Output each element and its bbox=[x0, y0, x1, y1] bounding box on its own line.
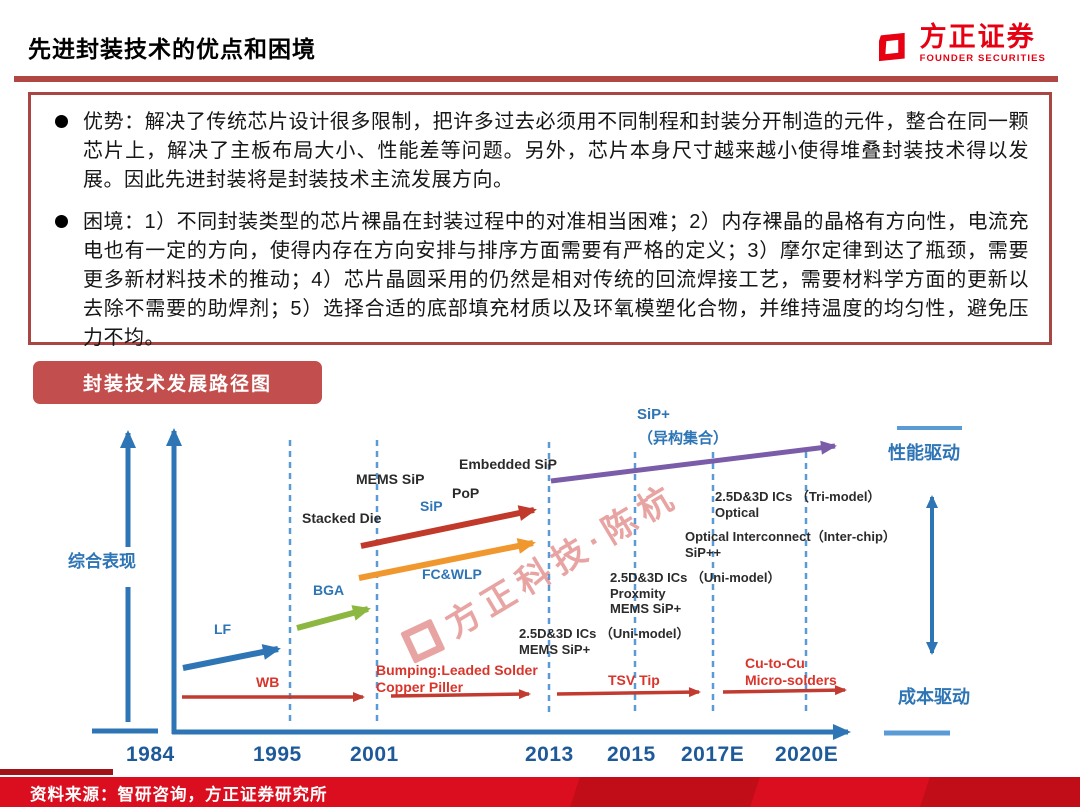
tech-label-sip: SiP bbox=[420, 498, 443, 514]
page-title: 先进封装技术的优点和困境 bbox=[28, 36, 316, 62]
year-label-2017e: 2017E bbox=[681, 743, 745, 766]
tech-label-stacked-die: Stacked Die bbox=[302, 510, 382, 526]
performance-driver-label: 性能驱动 bbox=[888, 443, 960, 463]
bumping-line1: Bumping:Leaded Solder bbox=[376, 662, 538, 678]
cost-arrows bbox=[182, 685, 847, 702]
uni-b-line1: 2.5D&3D ICs （Uni-model） bbox=[519, 626, 690, 641]
bullet-difficulties: 困境：1）不同封装类型的芯片裸晶在封装过程中的对准相当困难；2）内存裸晶的晶格有… bbox=[55, 208, 1029, 353]
cu-line2: Micro-solders bbox=[745, 671, 837, 688]
tri-model-line2: Optical bbox=[715, 504, 760, 520]
summary-box: 优势：解决了传统芯片设计很多限制，把许多过去必须用不同制程和封装分开制造的元件，… bbox=[28, 92, 1052, 349]
axis-left-label: 综合表现 bbox=[68, 552, 136, 571]
brand-name-cn: 方正证券 bbox=[919, 22, 1036, 53]
tech-label-optical-interconnect: Optical Interconnect（Inter-chip） SiP++ bbox=[685, 529, 896, 560]
tech-label-bga: BGA bbox=[313, 582, 345, 598]
footer-accent-strip bbox=[0, 769, 113, 775]
tech-arrows bbox=[182, 440, 837, 671]
brand-name-en: FOUNDER SECURITIES bbox=[919, 53, 1046, 65]
left-axis bbox=[92, 430, 158, 734]
cost-label-tsv: TSV Tip bbox=[608, 672, 660, 688]
year-label-1995: 1995 bbox=[253, 743, 302, 766]
optical-line1: Optical Interconnect（Inter-chip） bbox=[685, 529, 896, 544]
bullet-advantages-text: 优势：解决了传统芯片设计很多限制，把许多过去必须用不同制程和封装分开制造的元件，… bbox=[83, 111, 1029, 191]
cu-line1: Cu-to-Cu bbox=[745, 655, 805, 671]
cost-label-cu: Cu-to-Cu Micro-solders bbox=[745, 655, 837, 689]
tri-model-line1: 2.5D&3D ICs （Tri-model） bbox=[715, 489, 881, 504]
footer-source-bar: 资料来源：智研咨询，方正证券研究所 bbox=[0, 777, 1080, 807]
year-label-2020e: 2020E bbox=[775, 743, 839, 766]
uni-a-line3: MEMS SiP+ bbox=[610, 601, 682, 617]
tech-label-uni-model-b: 2.5D&3D ICs （Uni-model） MEMS SiP+ bbox=[519, 626, 689, 657]
tech-label-fcwlp: FC&WLP bbox=[422, 566, 482, 582]
roadmap-canvas bbox=[92, 426, 962, 740]
footer-shade-segment bbox=[570, 777, 760, 807]
footer-source-text: 资料来源：智研咨询，方正证券研究所 bbox=[30, 786, 328, 804]
year-label-2001: 2001 bbox=[350, 743, 399, 766]
cost-driver-label: 成本驱动 bbox=[898, 687, 970, 707]
year-gridlines bbox=[288, 440, 808, 722]
tech-label-embedded-sip: Embedded SiP bbox=[459, 456, 558, 472]
year-label-1984: 1984 bbox=[126, 743, 175, 766]
section-badge: 封装技术发展路径图 bbox=[33, 361, 323, 404]
cost-label-bumping: Bumping:Leaded Solder Copper Piller bbox=[376, 662, 538, 696]
tech-label-sip-plus-sub: （异构集合） bbox=[638, 430, 729, 447]
cost-label-wb: WB bbox=[256, 674, 280, 690]
roadmap-diagram: 方正科技·陈杭 综合表现 LF WB BGA Stacked Die MEMS … bbox=[0, 397, 1080, 769]
tech-label-sip-plus: SiP+ bbox=[637, 406, 670, 423]
tech-label-tri-model: 2.5D&3D ICs （Tri-model） Optical bbox=[715, 489, 880, 520]
bullet-difficulties-text: 困境：1）不同封装类型的芯片裸晶在封装过程中的对准相当困难；2）内存裸晶的晶格有… bbox=[83, 211, 1029, 349]
title-underline bbox=[14, 76, 1058, 82]
tech-label-mems-sip: MEMS SiP bbox=[356, 471, 425, 487]
bullet-dot-icon bbox=[55, 115, 68, 128]
year-label-2013: 2013 bbox=[525, 743, 574, 766]
drivers-axis bbox=[897, 426, 962, 655]
year-label-2015: 2015 bbox=[607, 743, 656, 766]
main-axes bbox=[166, 428, 950, 740]
tech-label-lf: LF bbox=[214, 621, 232, 637]
tech-label-uni-model-a: 2.5D&3D ICs （Uni-model） Proxmity MEMS Si… bbox=[610, 570, 780, 617]
bumping-line2: Copper Piller bbox=[376, 678, 464, 695]
brand-logo: 方正证券 FOUNDER SECURITIES bbox=[868, 22, 1046, 66]
uni-a-line2: Proxmity bbox=[610, 585, 666, 601]
uni-b-line2: MEMS SiP+ bbox=[519, 641, 591, 657]
founder-logo-icon bbox=[878, 32, 905, 62]
footer-shade-segment bbox=[920, 777, 1080, 807]
tech-label-pop: PoP bbox=[452, 485, 480, 501]
uni-a-line1: 2.5D&3D ICs （Uni-model） bbox=[610, 570, 781, 585]
bullet-advantages: 优势：解决了传统芯片设计很多限制，把许多过去必须用不同制程和封装分开制造的元件，… bbox=[55, 108, 1029, 195]
optical-line2: SiP++ bbox=[685, 544, 722, 560]
bullet-dot-icon bbox=[55, 215, 68, 228]
